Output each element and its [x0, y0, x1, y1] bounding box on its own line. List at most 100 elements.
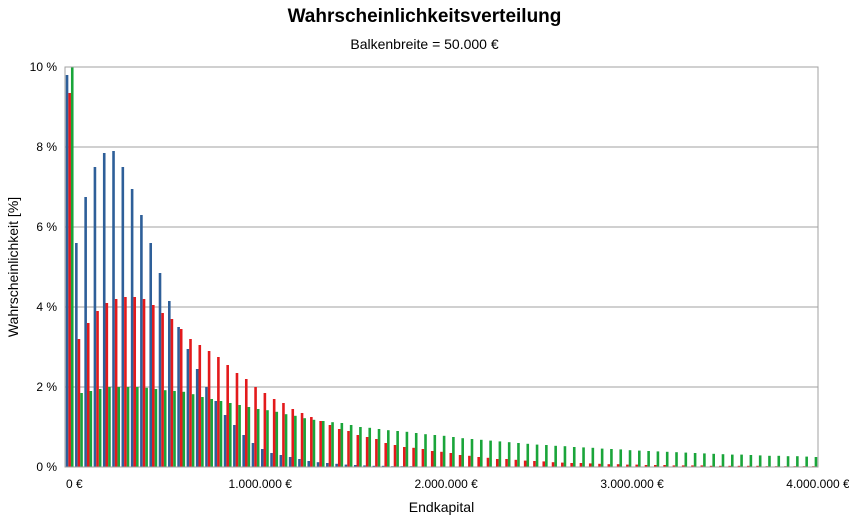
bar-series-3	[470, 439, 474, 467]
bar-series-2	[365, 437, 369, 467]
x-tick-label: 3.000.000 €	[600, 477, 664, 491]
bar-series-3	[684, 452, 688, 467]
bar-series-3	[758, 455, 762, 467]
bar-series-1	[353, 465, 357, 467]
bar-series-1	[381, 465, 385, 467]
bar-series-2	[468, 455, 471, 467]
bar-series-3	[387, 430, 390, 467]
bar-series-3	[479, 439, 483, 467]
bar-series-3	[545, 445, 548, 467]
y-axis-title: Wahrscheinlichkeit [%]	[5, 197, 21, 337]
bar-series-3	[154, 389, 158, 467]
bar-series-2	[68, 93, 71, 467]
bar-series-1	[288, 457, 292, 467]
bar-series-3	[600, 448, 604, 467]
bar-series-3	[405, 431, 409, 467]
bar-series-2	[235, 373, 239, 467]
bar-series-3	[442, 435, 446, 467]
bar-series-1	[130, 189, 134, 467]
bar-series-1	[372, 465, 376, 467]
bar-series-2	[207, 351, 211, 467]
bar-series-3	[526, 443, 530, 467]
bar-series-2	[616, 464, 620, 467]
bar-series-2	[430, 451, 434, 467]
bar-series-2	[607, 464, 611, 467]
bar-series-2	[626, 464, 629, 467]
bar-series-3	[247, 407, 251, 467]
y-tick-label: 10 %	[30, 60, 58, 74]
bar-series-3	[377, 429, 381, 467]
bar-series-2	[663, 465, 666, 467]
bar-series-3	[294, 415, 297, 467]
bar-series-1	[344, 464, 348, 467]
bar-series-2	[514, 459, 518, 467]
bar-series-3	[517, 443, 520, 467]
bar-series-3	[256, 409, 260, 467]
bar-series-3	[452, 437, 455, 467]
bar-series-2	[375, 439, 378, 467]
x-axis-title: Endkapital	[409, 499, 474, 515]
bar-series-3	[228, 403, 232, 467]
bar-series-2	[495, 459, 499, 467]
bar-series-2	[272, 399, 276, 467]
bar-series-2	[449, 453, 453, 467]
bar-series-2	[263, 393, 267, 467]
y-tick-label: 4 %	[36, 300, 57, 314]
bar-series-1	[158, 273, 162, 467]
bar-series-1	[316, 462, 320, 467]
bar-series-3	[768, 455, 771, 467]
bar-series-3	[414, 433, 418, 467]
bar-series-2	[588, 463, 592, 467]
bar-series-1	[233, 425, 236, 467]
bar-series-1	[65, 75, 69, 467]
bar-series-3	[80, 393, 83, 467]
bar-series-3	[182, 391, 186, 467]
x-tick-labels: 0 € 1.000.000 € 2.000.000 € 3.000.000 € 4.00…	[66, 477, 849, 491]
bar-series-1	[186, 349, 190, 467]
bar-series-2	[542, 461, 546, 467]
bar-series-3	[238, 405, 241, 467]
bar-series-2	[486, 457, 490, 467]
bar-series-3	[173, 391, 176, 467]
y-tick-label: 2 %	[36, 380, 57, 394]
bar-series-1	[242, 435, 245, 467]
bar-series-3	[703, 453, 706, 467]
bar-series-1	[251, 443, 255, 467]
bar-series-3	[805, 456, 808, 467]
bar-series-1	[195, 369, 199, 467]
bar-series-1	[84, 197, 87, 467]
bar-series-2	[337, 429, 341, 467]
bar-series-3	[675, 452, 678, 467]
bar-series-2	[477, 457, 480, 467]
bar-series-1	[177, 327, 180, 467]
bar-series-1	[223, 415, 227, 467]
bar-series-2	[105, 303, 109, 467]
bar-series-2	[198, 345, 202, 467]
bar-series-2	[282, 403, 285, 467]
bar-series-3	[619, 449, 623, 467]
bar-series-3	[656, 451, 660, 467]
bar-series-1	[307, 461, 311, 467]
bar-series-1	[363, 465, 366, 467]
bar-series-1	[102, 153, 106, 467]
bar-series-2	[458, 455, 462, 467]
x-tick-label: 2.000.000 €	[414, 477, 478, 491]
bar-series-2	[737, 465, 741, 467]
x-tick-label: 0 €	[66, 477, 83, 491]
bar-series-2	[300, 413, 304, 467]
bar-series-3	[396, 431, 399, 467]
bar-series-1	[168, 301, 171, 467]
bar-series-3	[70, 67, 74, 467]
bar-series-2	[579, 463, 583, 467]
bar-series-3	[145, 387, 148, 467]
bar-series-1	[149, 243, 153, 467]
bar-series-2	[644, 465, 648, 467]
bar-series-3	[359, 427, 362, 467]
bar-series-3	[721, 454, 725, 467]
bar-series-2	[254, 387, 257, 467]
bar-series-2	[523, 460, 527, 467]
bar-series-2	[226, 365, 229, 467]
y-tick-label: 0 %	[36, 460, 57, 474]
bar-series-2	[96, 311, 99, 467]
